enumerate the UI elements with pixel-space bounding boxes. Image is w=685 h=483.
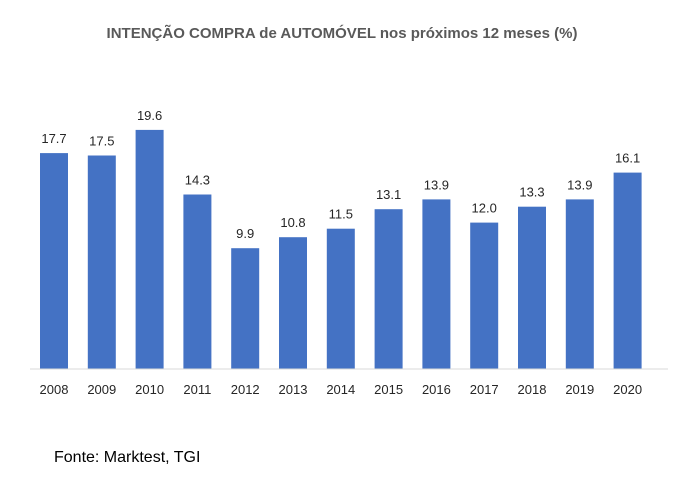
bar-2018 [518, 206, 546, 369]
value-label-2012: 9.9 [236, 226, 254, 241]
value-labels-group: 17.7 17.5 19.6 14.3 9.9 10.8 11.5 13.1 13.9 12.0 1… [41, 108, 640, 241]
bar-2012 [231, 248, 260, 369]
value-label-2013: 10.8 [280, 215, 305, 230]
bar-2014 [326, 228, 355, 369]
bar-2010 [135, 129, 164, 369]
value-label-2015: 13.1 [376, 187, 401, 202]
x-tick-2017: 2017 [470, 382, 499, 397]
x-tick-2020: 2020 [613, 382, 642, 397]
x-tick-2019: 2019 [565, 382, 594, 397]
value-label-2008: 17.7 [41, 131, 66, 146]
bar-2015 [374, 209, 403, 369]
x-tick-2014: 2014 [326, 382, 355, 397]
bar-2011 [183, 194, 212, 369]
x-tick-2012: 2012 [231, 382, 260, 397]
value-label-2019: 13.9 [567, 177, 592, 192]
x-tick-labels-group: 2008 2009 2010 2011 2012 2013 2014 2015 2016 2017… [40, 382, 643, 397]
source-note: Fonte: Marktest, TGI [54, 449, 201, 466]
value-label-2010: 19.6 [137, 108, 162, 123]
bars-group [40, 129, 642, 369]
value-label-2018: 13.3 [519, 185, 544, 200]
x-tick-2008: 2008 [40, 382, 69, 397]
x-tick-2011: 2011 [183, 382, 211, 397]
bar-2019 [565, 199, 594, 369]
value-label-2020: 16.1 [615, 151, 640, 166]
bar-2017 [470, 222, 499, 369]
bar-2020 [613, 172, 642, 369]
x-tick-2016: 2016 [422, 382, 451, 397]
value-label-2017: 12.0 [472, 201, 497, 216]
value-label-2016: 13.9 [424, 177, 449, 192]
value-label-2009: 17.5 [89, 134, 114, 149]
chart-title: INTENÇÃO COMPRA de AUTOMÓVEL nos próximo… [107, 24, 578, 42]
value-label-2014: 11.5 [329, 207, 353, 222]
bar-2008 [40, 153, 68, 369]
bar-2016 [422, 199, 451, 369]
bar-2009 [87, 155, 116, 369]
x-tick-2009: 2009 [87, 382, 116, 397]
x-tick-2018: 2018 [518, 382, 547, 397]
x-tick-2010: 2010 [135, 382, 164, 397]
bar-2013 [279, 237, 307, 369]
x-tick-2015: 2015 [374, 382, 403, 397]
value-label-2011: 14.3 [185, 173, 210, 188]
x-tick-2013: 2013 [279, 382, 308, 397]
